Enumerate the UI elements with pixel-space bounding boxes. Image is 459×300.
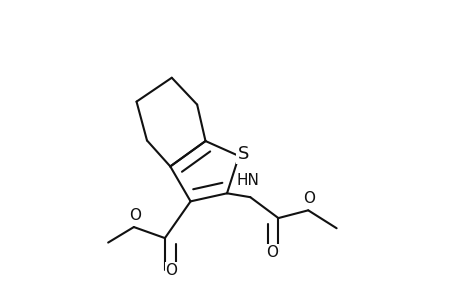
Text: O: O xyxy=(129,208,140,223)
Text: O: O xyxy=(265,244,277,260)
Text: O: O xyxy=(302,191,314,206)
Text: O: O xyxy=(165,263,177,278)
Text: HN: HN xyxy=(236,173,259,188)
Text: S: S xyxy=(237,145,248,163)
